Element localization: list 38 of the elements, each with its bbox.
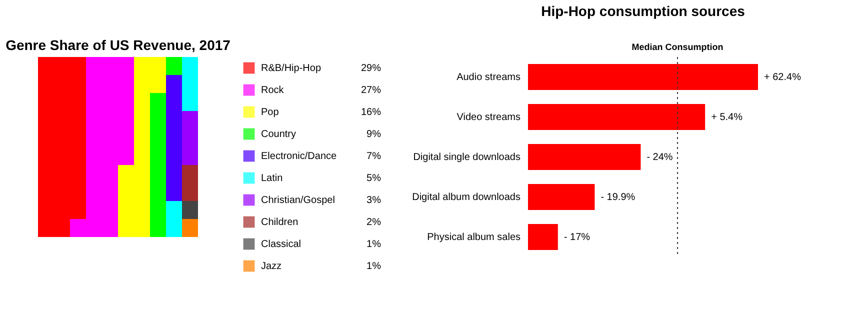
category-label: Country	[261, 129, 296, 140]
chart-title: Hip-Hop consumption sources	[541, 3, 746, 19]
category-label: Classical	[261, 239, 302, 250]
annotation: + 62.4%	[764, 72, 802, 83]
data-label: 27%	[360, 85, 382, 96]
category-label: Latin	[261, 173, 283, 184]
y-tick-label: Digital single downloads	[413, 152, 520, 163]
y-tick-label: Digital album downloads	[412, 192, 520, 203]
text: Genre Share of US Revenue, 2017	[6, 37, 231, 53]
data-label: 1%	[366, 261, 382, 272]
annotation: + 5.4%	[711, 112, 743, 123]
data-label: 7%	[366, 151, 382, 162]
category-label: Rock	[261, 85, 285, 96]
data-label: 1%	[366, 239, 382, 250]
annotation: - 19.9%	[600, 192, 636, 203]
bar	[528, 144, 641, 170]
y-tick-label: Video streams	[456, 112, 520, 123]
ref-line-label: Median Consumption	[632, 42, 724, 52]
category-label: Jazz	[261, 261, 282, 272]
data-label: 2%	[366, 217, 382, 228]
bar	[528, 104, 706, 130]
category-label: R&B/Hip-Hop	[261, 63, 322, 74]
category-label: Christian/Gospel	[261, 195, 335, 206]
annotation: - 24%	[646, 152, 673, 163]
annotation: - 17%	[564, 232, 590, 243]
y-tick-label: Physical album sales	[427, 232, 520, 243]
category-label: Electronic/Dance	[261, 151, 338, 162]
bar	[528, 184, 595, 210]
category-label: Pop	[261, 107, 280, 118]
data-label: 5%	[366, 173, 382, 184]
category-label: Children	[261, 217, 298, 228]
data-label: 3%	[366, 195, 382, 206]
bar	[528, 64, 758, 90]
data-label: 16%	[360, 107, 382, 118]
y-tick-label: Audio streams	[456, 72, 520, 83]
data-label: 9%	[366, 129, 382, 140]
data-label: 29%	[360, 63, 382, 74]
bar	[528, 224, 558, 250]
